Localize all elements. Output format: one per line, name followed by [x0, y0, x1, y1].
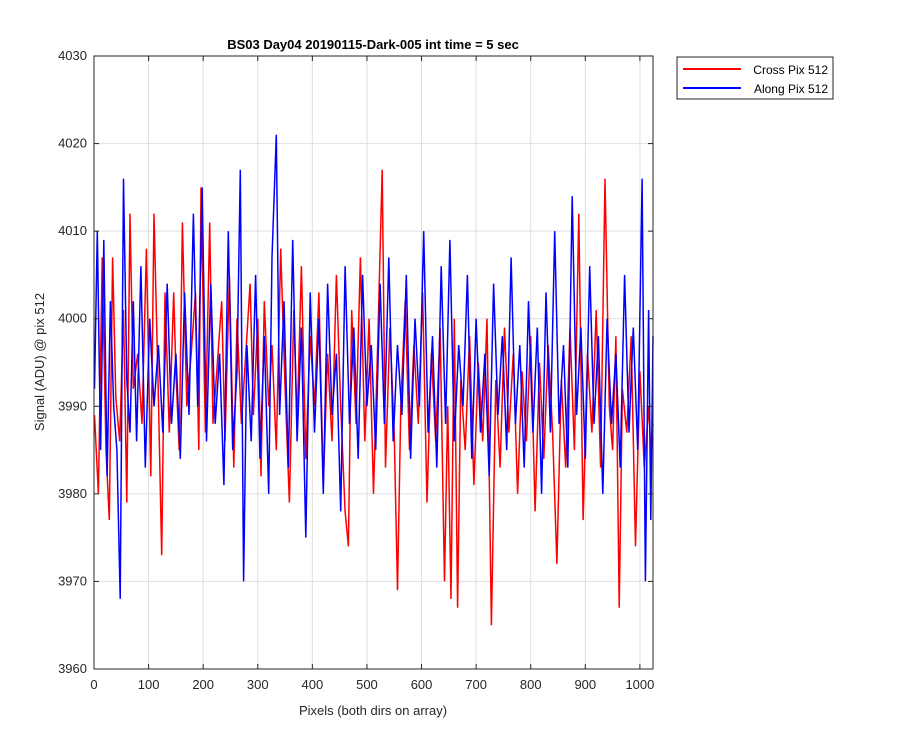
y-tick-label: 4000	[58, 311, 87, 326]
x-tick-label: 600	[411, 677, 433, 692]
y-tick-label: 4030	[58, 48, 87, 63]
x-tick-label: 0	[90, 677, 97, 692]
legend-label-cross: Cross Pix 512	[753, 63, 828, 77]
legend-label-along: Along Pix 512	[754, 82, 828, 96]
chart-title: BS03 Day04 20190115-Dark-005 int time = …	[227, 37, 519, 52]
legend-box	[676, 56, 834, 100]
x-tick-label: 200	[192, 677, 214, 692]
x-axis-label: Pixels (both dirs on array)	[299, 703, 447, 718]
x-tick-label: 100	[138, 677, 160, 692]
x-tick-label: 1000	[625, 677, 654, 692]
x-tick-label: 300	[247, 677, 269, 692]
y-axis-label: Signal (ADU) @ pix 512	[32, 293, 47, 431]
axes-frame	[93, 55, 654, 670]
y-tick-label: 3960	[58, 661, 87, 676]
y-tick-label: 3980	[58, 486, 87, 501]
series-layer	[93, 134, 654, 626]
x-tick-label: 900	[574, 677, 596, 692]
y-tick-label: 3970	[58, 573, 87, 588]
tick-marks: 0 100 200 300 400 500 600 700 800 900 1000 3960 3970…	[58, 48, 654, 692]
y-tick-label: 3990	[58, 398, 87, 413]
y-tick-label: 4010	[58, 223, 87, 238]
y-tick-label: 4020	[58, 136, 87, 151]
x-tick-label: 800	[520, 677, 542, 692]
x-tick-label: 500	[356, 677, 378, 692]
x-tick-label: 400	[302, 677, 324, 692]
x-tick-label: 700	[465, 677, 487, 692]
legend: Cross Pix 512 Along Pix 512	[676, 56, 834, 100]
series-line-along-pix-512	[93, 134, 654, 599]
